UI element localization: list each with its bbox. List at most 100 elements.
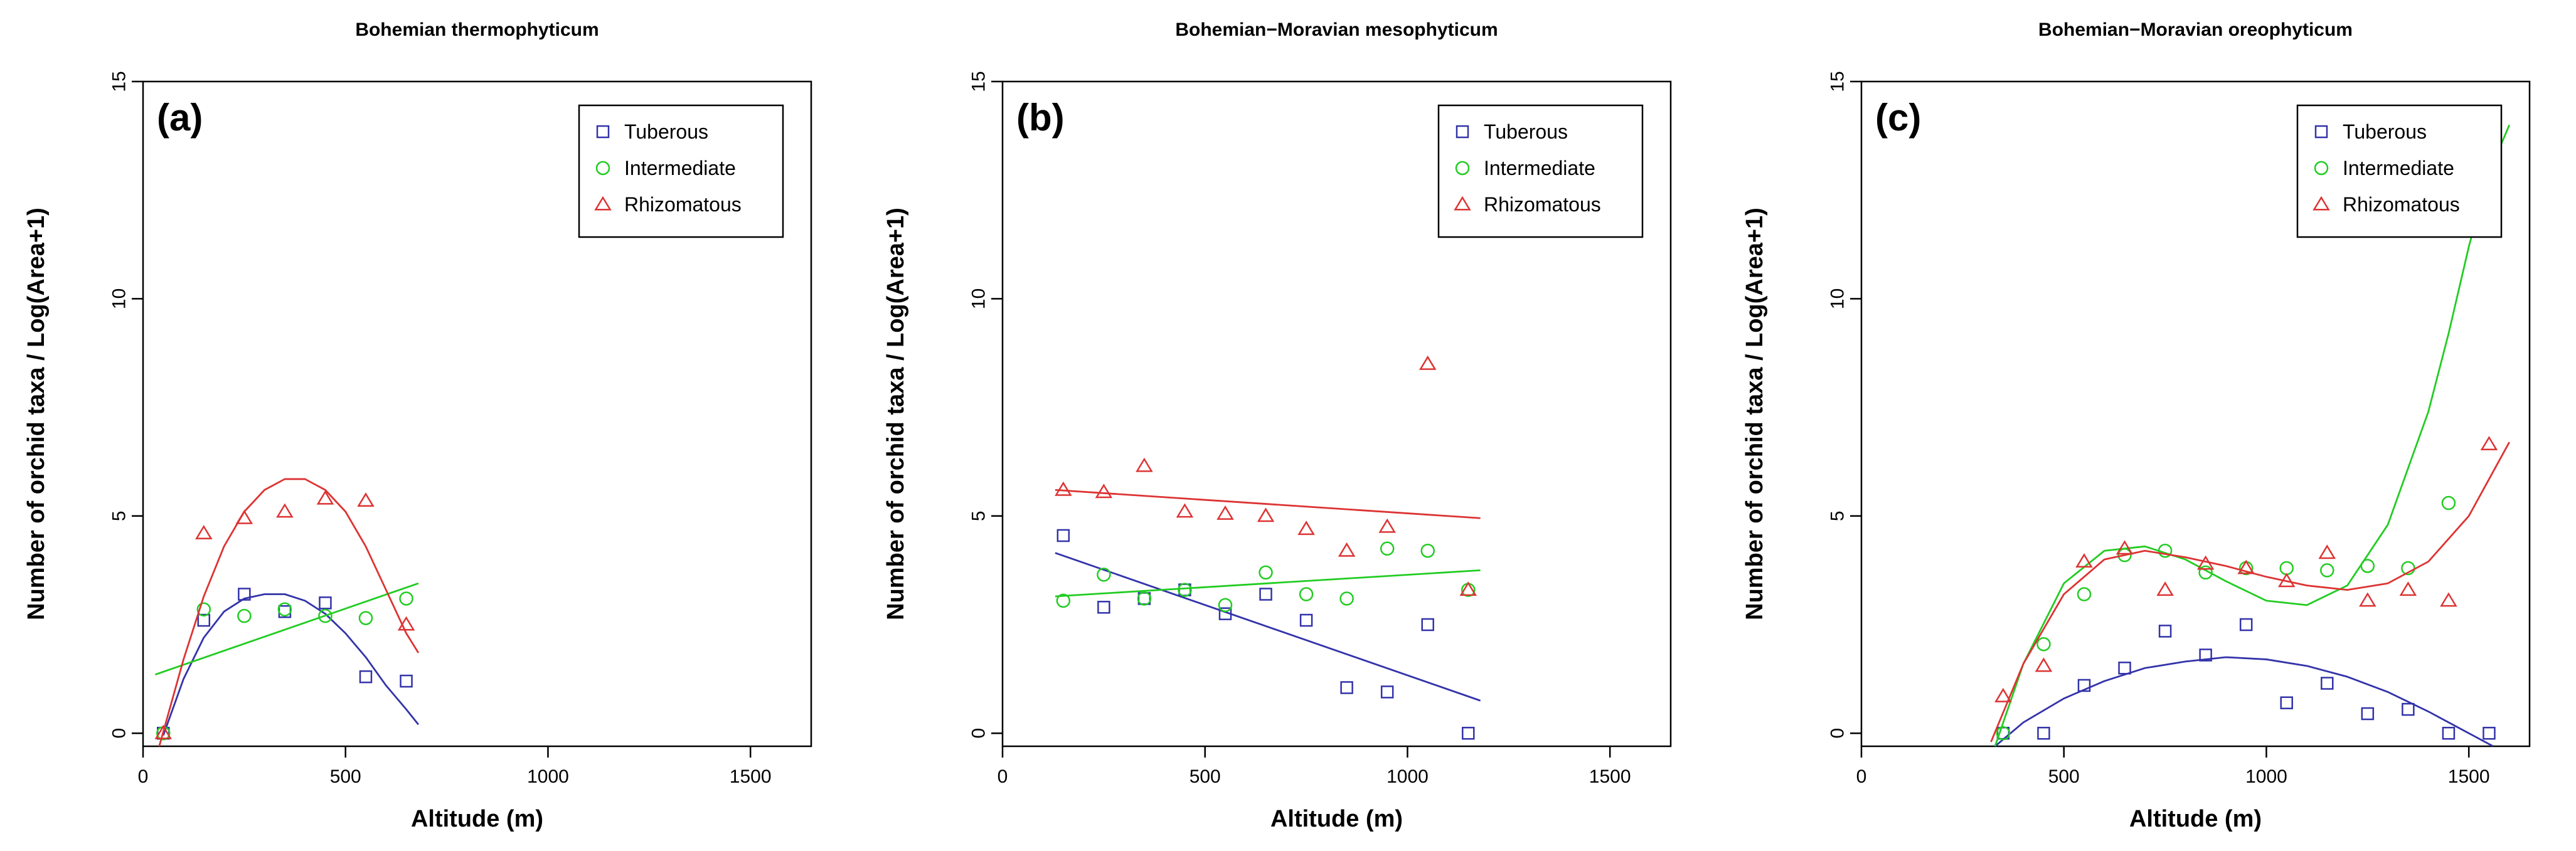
chart-panel-1: Bohemian thermophyticum (a) 0 500 1000 1500 0 5… xyxy=(23,19,812,832)
legend-marker-tuberous xyxy=(1456,125,1469,139)
tuberous-point xyxy=(2158,625,2172,638)
intermediate-fit-line xyxy=(154,582,419,676)
y-axis-label: Number of orchid taxa / Log(Area+1) xyxy=(23,208,50,620)
y-tick-label: 0 xyxy=(969,728,989,739)
intermediate-point xyxy=(2441,495,2456,510)
legend-label-rhizomatous: Rhizomatous xyxy=(624,193,742,216)
rhizomatous-point xyxy=(2196,555,2215,570)
legend-label-intermediate: Intermediate xyxy=(2343,157,2454,179)
intermediate-point xyxy=(2077,587,2092,601)
rhizomatous-point xyxy=(2237,559,2255,574)
legend-marker-tuberous xyxy=(596,125,610,139)
legend-marker-rhizomatous xyxy=(594,196,612,211)
x-tick-label: 1000 xyxy=(2245,766,2287,787)
intermediate-point xyxy=(2158,543,2173,558)
panel-label: (c) xyxy=(1875,97,1921,139)
rhizomatous-point xyxy=(2116,540,2134,555)
legend-label-tuberous: Tuberous xyxy=(2343,120,2427,143)
legend-label-rhizomatous: Rhizomatous xyxy=(1484,193,1601,216)
chart-title: Bohemian−Moravian mesophyticum xyxy=(1175,19,1498,40)
tuberous-point xyxy=(1056,529,1070,542)
intermediate-point xyxy=(1259,565,1273,580)
y-tick-label: 10 xyxy=(969,288,989,309)
tuberous-point xyxy=(1097,601,1110,614)
legend-label-intermediate: Intermediate xyxy=(1484,157,1595,179)
rhizomatous-point xyxy=(2399,581,2417,596)
rhizomatous-point xyxy=(2318,544,2336,559)
intermediate-point xyxy=(1097,568,1111,582)
intermediate-point xyxy=(277,602,292,617)
tuberous-point xyxy=(1380,685,1394,699)
rhizomatous-fit-line xyxy=(158,478,420,746)
series-tuberous xyxy=(1994,618,2496,746)
tuberous-point xyxy=(2280,696,2293,709)
rhizomatous-fit-line xyxy=(1055,489,1481,519)
legend-marker-intermediate xyxy=(1455,161,1470,176)
y-tick-label: 10 xyxy=(109,288,130,309)
rhizomatous-point xyxy=(235,509,253,524)
x-tick-label: 1000 xyxy=(1386,766,1429,787)
y-tick-label: 5 xyxy=(109,510,130,521)
x-tick-label: 1500 xyxy=(730,766,772,787)
rhizomatous-point xyxy=(2359,592,2376,607)
intermediate-point xyxy=(1996,726,2011,741)
tuberous-point xyxy=(1421,618,1434,632)
legend-box xyxy=(578,104,784,238)
y-tick-label: 15 xyxy=(969,71,989,92)
legend-box xyxy=(2296,104,2503,238)
rhizomatous-point xyxy=(1994,687,2012,702)
tuberous-point xyxy=(2239,618,2253,632)
tuberous-point xyxy=(197,613,211,627)
y-tick-label: 10 xyxy=(1828,288,1848,309)
intermediate-point xyxy=(2360,559,2375,573)
rhizomatous-point xyxy=(195,525,213,540)
rhizomatous-point xyxy=(1176,503,1194,518)
tuberous-point xyxy=(319,596,332,610)
panel-label: (a) xyxy=(157,97,203,139)
rhizomatous-point xyxy=(2277,573,2296,588)
rhizomatous-point xyxy=(154,724,173,739)
x-axis-label: Altitude (m) xyxy=(411,806,543,832)
tuberous-fit-line xyxy=(1055,552,1481,702)
series-intermediate xyxy=(154,582,419,741)
y-tick-label: 0 xyxy=(109,728,130,739)
legend-label-intermediate: Intermediate xyxy=(624,157,736,179)
chart-panel-3: Bohemian−Moravian oreophyticum(c)0 500 100… xyxy=(1742,19,2531,832)
tuberous-point xyxy=(2321,677,2334,690)
y-tick-label: 15 xyxy=(1828,71,1848,92)
legend-label-rhizomatous: Rhizomatous xyxy=(2343,193,2460,216)
tuberous-point xyxy=(1218,607,1232,620)
x-tick-label: 1500 xyxy=(1589,766,1631,787)
series-tuberous xyxy=(157,588,420,740)
tuberous-point xyxy=(1259,588,1272,601)
y-tick-label: 5 xyxy=(969,510,989,521)
chart-title: Bohemian thermophyticum xyxy=(355,19,599,40)
rhizomatous-point xyxy=(1216,505,1234,520)
intermediate-point xyxy=(1056,593,1071,608)
series-rhizomatous xyxy=(154,478,420,746)
tuberous-point xyxy=(1340,681,1353,694)
x-tick-label: 1000 xyxy=(527,766,569,787)
series-intermediate xyxy=(1055,541,1481,613)
rhizomatous-point xyxy=(2075,553,2093,568)
intermediate-point xyxy=(358,611,373,625)
legend-marker-tuberous xyxy=(2314,125,2328,139)
rhizomatous-point xyxy=(316,490,334,505)
rhizomatous-point xyxy=(1257,507,1275,522)
chart-panel-2: Bohemian−Moravian mesophyticum(b)0 500 100… xyxy=(883,19,1672,832)
intermediate-point xyxy=(2036,637,2051,652)
legend: Tuberous Intermediate Rhizomatous xyxy=(1437,104,1644,238)
rhizomatous-point xyxy=(1418,355,1437,370)
legend: Tuberous Intermediate Rhizomatous xyxy=(2296,104,2503,238)
rhizomatous-point xyxy=(357,492,375,507)
rhizomatous-point xyxy=(1378,518,1396,533)
tuberous-point xyxy=(2199,648,2212,662)
intermediate-point xyxy=(237,608,252,623)
series-rhizomatous xyxy=(1055,355,1481,596)
chart-title: Bohemian−Moravian oreophyticum xyxy=(2038,19,2353,40)
tuberous-fit-line xyxy=(162,593,420,736)
tuberous-point xyxy=(2442,726,2456,740)
legend-label-tuberous: Tuberous xyxy=(624,120,708,143)
x-axis-label: Altitude (m) xyxy=(2129,806,2262,832)
